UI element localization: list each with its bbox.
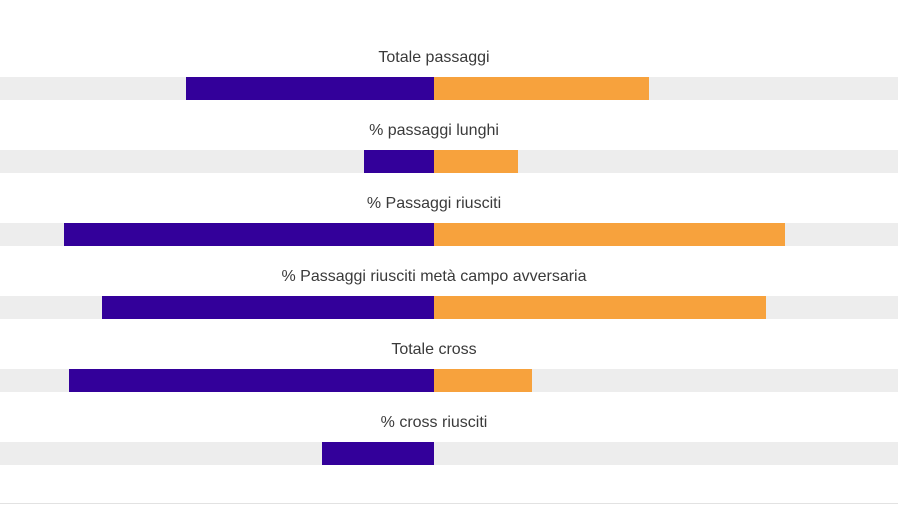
stat-track <box>0 150 898 173</box>
left-team-bar <box>322 442 434 465</box>
left-team-bar <box>102 296 434 319</box>
stat-label: Totale cross <box>391 341 477 358</box>
stat-track <box>0 223 898 246</box>
stat-label: % passaggi lunghi <box>369 122 499 139</box>
right-team-bar <box>434 369 532 392</box>
bottom-divider <box>0 503 898 504</box>
stat-track <box>0 442 898 465</box>
right-team-bar <box>434 296 766 319</box>
right-team-bar <box>434 150 518 173</box>
left-team-bar <box>364 150 434 173</box>
stat-track <box>0 369 898 392</box>
stat-label: Totale passaggi <box>378 49 490 66</box>
right-team-bar <box>434 223 785 246</box>
stat-track <box>0 77 898 100</box>
left-team-bar <box>69 369 434 392</box>
right-team-bar <box>434 77 649 100</box>
stat-track <box>0 296 898 319</box>
stat-label: % Passaggi riusciti metà campo avversari… <box>281 268 587 285</box>
stat-label: % Passaggi riusciti <box>366 195 502 212</box>
left-team-bar <box>64 223 434 246</box>
stat-label: % cross riusciti <box>380 414 488 431</box>
left-team-bar <box>186 77 434 100</box>
